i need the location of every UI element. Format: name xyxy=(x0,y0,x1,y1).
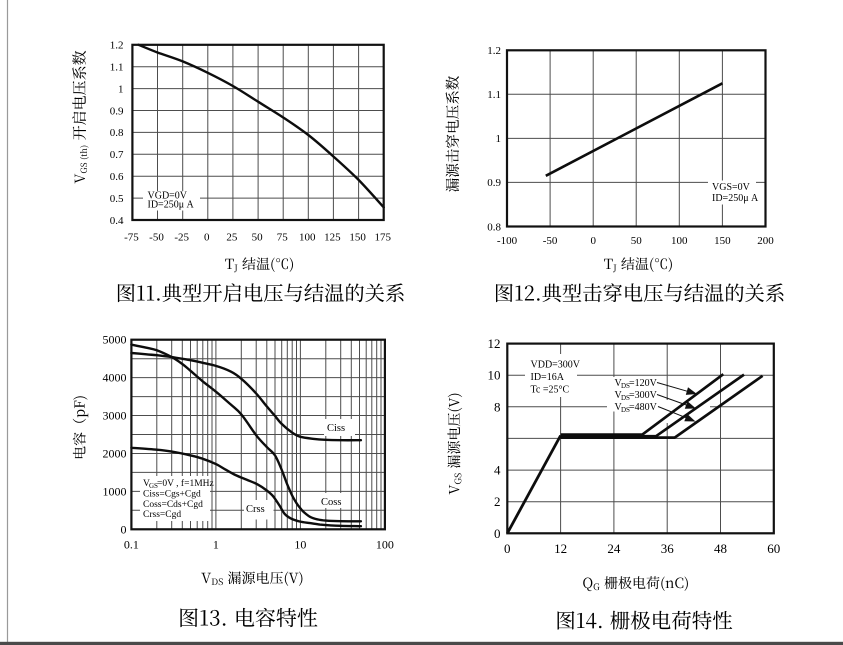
svg-text:=120V: =120V xyxy=(629,378,658,389)
svg-text:Ciss: Ciss xyxy=(327,423,345,434)
svg-text:DS: DS xyxy=(621,406,630,414)
svg-text:150: 150 xyxy=(714,235,731,247)
svg-text:Coss=Cds+Cgd: Coss=Cds+Cgd xyxy=(143,500,203,510)
svg-text:1.1: 1.1 xyxy=(487,89,501,101)
svg-text:100: 100 xyxy=(376,538,394,552)
svg-text:100: 100 xyxy=(671,235,688,247)
svg-text:2: 2 xyxy=(494,494,501,509)
svg-text:4: 4 xyxy=(494,463,501,478)
svg-text:ID=16A: ID=16A xyxy=(531,372,565,383)
svg-text:24: 24 xyxy=(607,541,621,556)
svg-text:0.4: 0.4 xyxy=(110,215,124,227)
svg-text:5000: 5000 xyxy=(103,333,127,347)
svg-text:Ciss=Cgs+Cgd: Ciss=Cgs+Cgd xyxy=(143,489,201,499)
svg-text:ID=250μ A: ID=250μ A xyxy=(148,200,195,211)
svg-text:75: 75 xyxy=(277,232,289,244)
svg-text:DS: DS xyxy=(621,394,630,402)
svg-text:60: 60 xyxy=(767,541,780,556)
svg-text:1.1: 1.1 xyxy=(110,62,124,74)
svg-text:-50: -50 xyxy=(149,232,164,244)
svg-text:36: 36 xyxy=(661,541,675,556)
svg-text:0.9: 0.9 xyxy=(487,177,501,189)
svg-text:-100: -100 xyxy=(497,235,518,247)
svg-text:1: 1 xyxy=(496,133,502,145)
svg-text:Crss: Crss xyxy=(246,504,265,515)
svg-text:2000: 2000 xyxy=(103,447,127,461)
svg-text:1000: 1000 xyxy=(103,484,127,498)
svg-text:3000: 3000 xyxy=(103,409,127,423)
svg-text:10: 10 xyxy=(294,538,306,552)
svg-text:25: 25 xyxy=(226,232,238,244)
svg-text:=0V , f=1MHz: =0V , f=1MHz xyxy=(157,478,214,489)
svg-text:Crss=Cgd: Crss=Cgd xyxy=(143,510,181,520)
svg-text:V: V xyxy=(615,378,623,389)
svg-text:0: 0 xyxy=(204,232,210,244)
svg-text:=480V: =480V xyxy=(629,402,658,413)
svg-text:0.1: 0.1 xyxy=(124,538,139,552)
svg-text:0.6: 0.6 xyxy=(110,171,124,183)
svg-text:-75: -75 xyxy=(124,232,139,244)
svg-text:Coss: Coss xyxy=(321,497,341,508)
svg-text:Tc =25°C: Tc =25°C xyxy=(531,385,570,396)
svg-text:GS: GS xyxy=(149,482,158,490)
svg-text:=300V: =300V xyxy=(629,390,658,401)
svg-text:100: 100 xyxy=(299,232,316,244)
svg-text:0: 0 xyxy=(121,522,127,536)
svg-text:VDD=300V: VDD=300V xyxy=(531,360,581,371)
svg-text:0: 0 xyxy=(494,526,501,541)
svg-text:4000: 4000 xyxy=(103,371,127,385)
svg-text:48: 48 xyxy=(714,541,727,556)
svg-text:50: 50 xyxy=(252,232,264,244)
svg-text:1: 1 xyxy=(118,83,124,95)
svg-text:125: 125 xyxy=(324,232,341,244)
svg-text:0.7: 0.7 xyxy=(110,149,124,161)
svg-text:0: 0 xyxy=(590,235,596,247)
svg-text:0.8: 0.8 xyxy=(110,127,124,139)
svg-text:8: 8 xyxy=(494,399,501,414)
svg-text:1.2: 1.2 xyxy=(110,40,124,52)
svg-text:V: V xyxy=(615,402,623,413)
svg-text:V: V xyxy=(615,390,623,401)
svg-text:200: 200 xyxy=(757,235,774,247)
svg-text:0.8: 0.8 xyxy=(487,221,501,233)
svg-text:50: 50 xyxy=(631,235,643,247)
svg-text:-50: -50 xyxy=(543,235,558,247)
svg-text:12: 12 xyxy=(554,541,567,556)
svg-text:0.5: 0.5 xyxy=(110,193,124,205)
svg-text:175: 175 xyxy=(374,232,391,244)
svg-text:V: V xyxy=(143,479,150,489)
svg-text:12: 12 xyxy=(488,336,501,351)
svg-text:1: 1 xyxy=(213,538,219,552)
svg-text:10: 10 xyxy=(488,368,501,383)
svg-text:DS: DS xyxy=(621,382,630,390)
svg-text:150: 150 xyxy=(349,232,366,244)
svg-text:-25: -25 xyxy=(174,232,189,244)
svg-text:ID=250μ A: ID=250μ A xyxy=(712,193,759,204)
svg-text:0: 0 xyxy=(504,541,511,556)
svg-text:0.9: 0.9 xyxy=(110,105,124,117)
svg-text:1.2: 1.2 xyxy=(487,45,501,57)
svg-text:VGD=0V: VGD=0V xyxy=(148,190,188,201)
svg-text:VGS=0V: VGS=0V xyxy=(712,182,751,193)
